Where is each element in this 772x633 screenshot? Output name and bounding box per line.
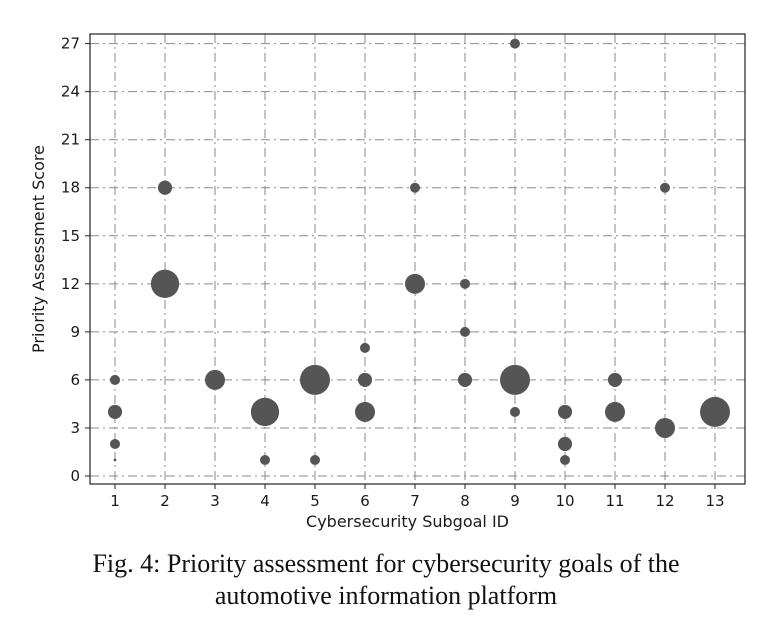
data-point bbox=[310, 454, 320, 465]
data-point bbox=[510, 406, 520, 417]
x-tick-label: 3 bbox=[210, 492, 220, 510]
y-tick-label: 24 bbox=[61, 83, 80, 101]
y-axis-ticks: 0 3 6 9 12 15 18 21 24 27 bbox=[61, 35, 90, 485]
data-point bbox=[655, 417, 675, 438]
data-point bbox=[700, 396, 730, 427]
x-tick-label: 10 bbox=[555, 492, 574, 510]
data-point bbox=[660, 182, 670, 193]
data-point bbox=[457, 372, 473, 387]
y-tick-label: 15 bbox=[61, 227, 80, 245]
data-point bbox=[357, 372, 373, 387]
data-point bbox=[250, 397, 280, 427]
x-tick-label: 6 bbox=[360, 492, 370, 510]
data-point bbox=[110, 438, 120, 449]
data-point bbox=[560, 454, 570, 465]
y-tick-label: 21 bbox=[61, 131, 80, 149]
x-tick-label: 13 bbox=[705, 492, 724, 510]
data-point bbox=[107, 404, 123, 420]
x-tick-label: 9 bbox=[510, 492, 520, 510]
data-point bbox=[500, 364, 530, 395]
data-point bbox=[113, 458, 117, 462]
data-point bbox=[205, 369, 225, 390]
data-point bbox=[557, 436, 573, 452]
y-tick-label: 27 bbox=[61, 35, 80, 53]
data-point bbox=[460, 326, 470, 337]
data-point bbox=[300, 364, 330, 395]
data-point bbox=[607, 372, 623, 387]
data-point bbox=[110, 374, 120, 385]
data-point bbox=[557, 404, 573, 420]
x-tick-label: 8 bbox=[460, 492, 470, 510]
data-point bbox=[150, 269, 180, 298]
data-point bbox=[510, 38, 520, 49]
data-points bbox=[107, 38, 730, 465]
data-point bbox=[355, 401, 375, 422]
y-tick-label: 9 bbox=[70, 323, 80, 341]
grid-lines bbox=[90, 34, 745, 484]
data-point bbox=[460, 278, 470, 289]
y-tick-label: 12 bbox=[61, 275, 80, 293]
y-tick-label: 18 bbox=[61, 179, 80, 197]
data-point bbox=[605, 401, 625, 422]
x-axis-ticks: 1 2 3 4 5 6 7 8 9 10 11 12 13 bbox=[110, 484, 725, 510]
data-point bbox=[410, 182, 420, 193]
plot-frame bbox=[89, 33, 746, 485]
data-point bbox=[260, 454, 270, 465]
figure-caption: Fig. 4: Priority assessment for cybersec… bbox=[0, 548, 772, 612]
x-tick-label: 4 bbox=[260, 492, 270, 510]
caption-line-1: Fig. 4: Priority assessment for cybersec… bbox=[92, 549, 680, 578]
caption-line-2: automotive information platform bbox=[214, 581, 558, 610]
x-tick-label: 5 bbox=[310, 492, 320, 510]
data-point bbox=[360, 342, 370, 353]
x-tick-label: 7 bbox=[410, 492, 420, 510]
x-tick-label: 11 bbox=[605, 492, 624, 510]
data-point bbox=[405, 273, 425, 294]
y-tick-label: 0 bbox=[70, 467, 80, 485]
x-axis-label: Cybersecurity Subgoal ID bbox=[306, 512, 509, 531]
data-point bbox=[157, 180, 173, 195]
x-tick-label: 2 bbox=[160, 492, 170, 510]
y-axis-label: Priority Assessment Score bbox=[29, 145, 48, 353]
y-tick-label: 3 bbox=[70, 419, 80, 437]
y-tick-label: 6 bbox=[70, 371, 80, 389]
x-tick-label: 1 bbox=[110, 492, 120, 510]
x-tick-label: 12 bbox=[655, 492, 674, 510]
